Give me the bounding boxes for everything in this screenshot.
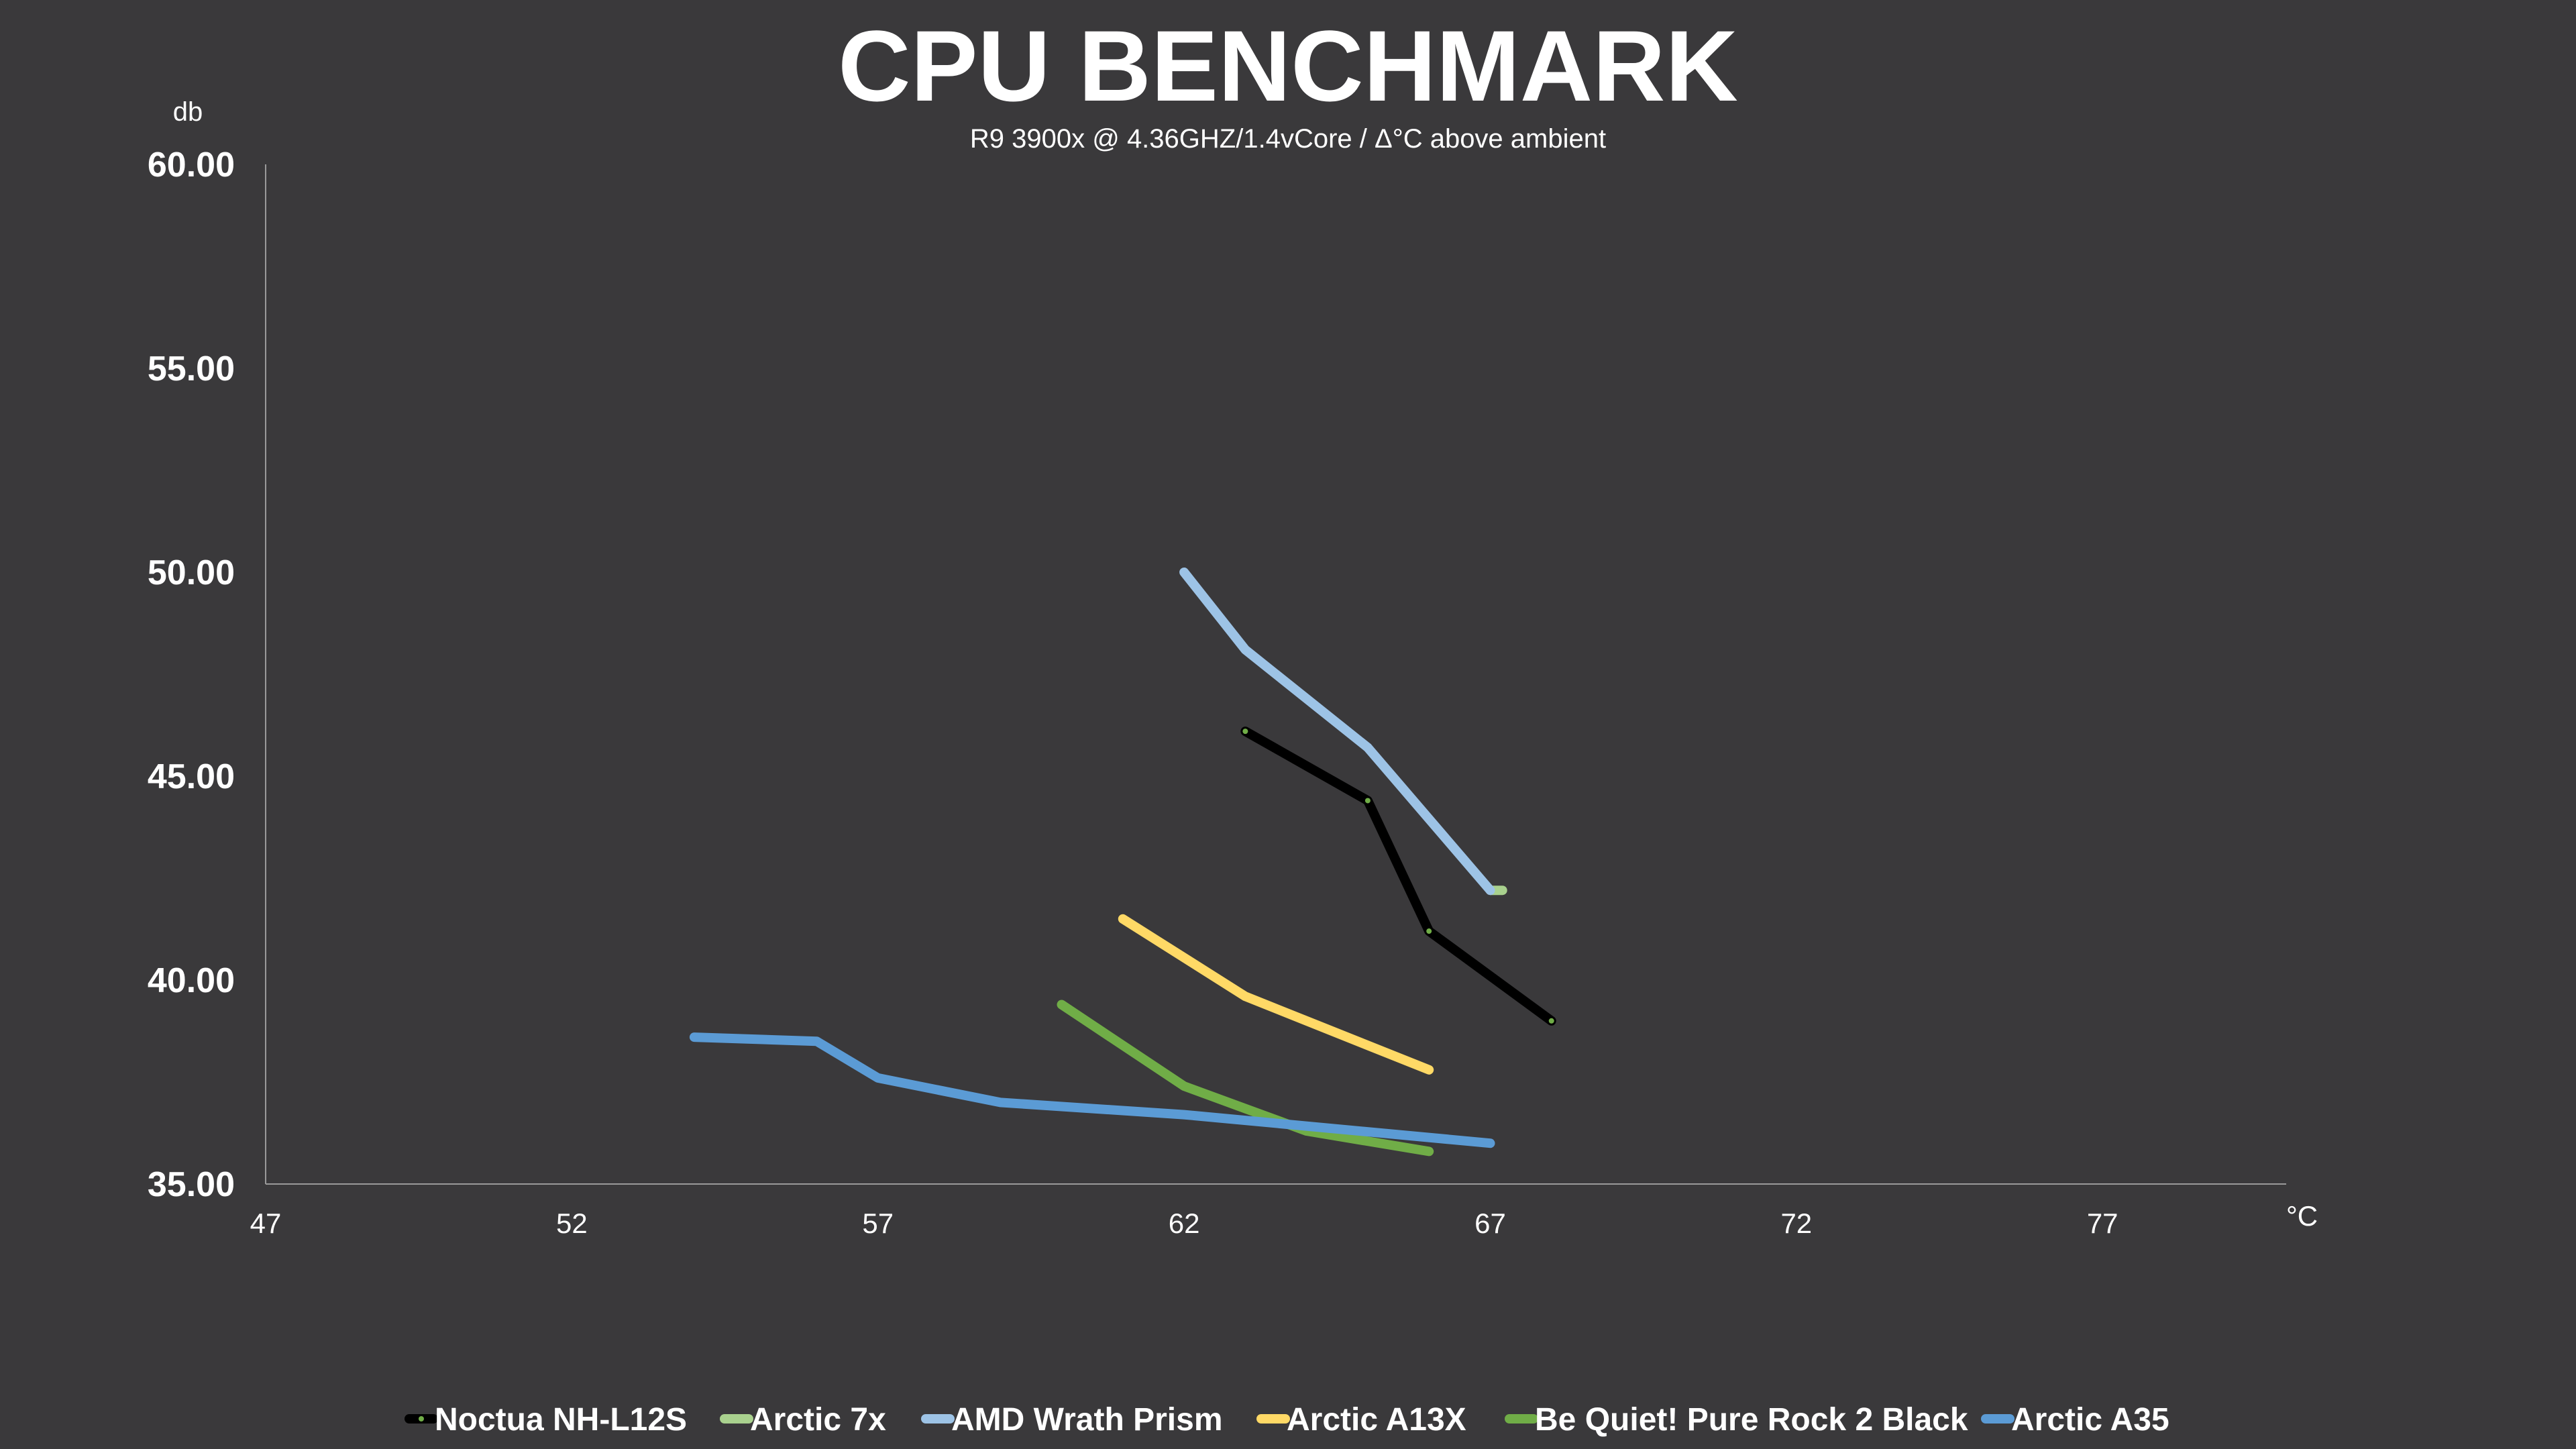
legend-label: Arctic A35 <box>2011 1402 2169 1438</box>
series-line-3 <box>1118 914 1434 1075</box>
data-point <box>1548 1018 1554 1024</box>
x-tick-label: 47 <box>250 1208 282 1239</box>
x-tick-label: 72 <box>1780 1208 1812 1239</box>
x-tick-label: 77 <box>2087 1208 2118 1239</box>
series-group <box>689 568 1556 1157</box>
x-ticks: 47 52 57 62 67 72 77 <box>250 1208 2118 1239</box>
legend-label: Arctic A13X <box>1287 1402 1466 1438</box>
legend-marker <box>419 1416 424 1421</box>
x-axis-label: °C <box>2286 1200 2318 1232</box>
y-tick-label: 45.00 <box>148 757 235 796</box>
legend-label: AMD Wrath Prism <box>951 1402 1223 1438</box>
data-point <box>1364 798 1371 804</box>
series-line-0 <box>1240 727 1556 1026</box>
series-line-5 <box>689 1032 1495 1148</box>
series-line-2 <box>1179 568 1495 896</box>
chart-title: CPU BENCHMARK <box>838 9 1738 122</box>
series-line-4 <box>1057 1000 1434 1157</box>
y-tick-label: 50.00 <box>148 553 235 592</box>
y-ticks: 60.00 55.00 50.00 45.00 40.00 35.00 <box>148 146 235 1204</box>
legend: Noctua NH-L12S Arctic 7x AMD Wrath Prism Ar… <box>405 1402 2169 1438</box>
x-tick-label: 67 <box>1474 1208 1506 1239</box>
legend-label: Be Quiet! Pure Rock 2 Black <box>1535 1402 1968 1438</box>
y-tick-label: 35.00 <box>148 1165 235 1204</box>
y-tick-label: 60.00 <box>148 146 235 184</box>
legend-label: Arctic 7x <box>750 1402 886 1438</box>
legend-label: Noctua NH-L12S <box>435 1402 687 1438</box>
y-tick-label: 55.00 <box>148 350 235 388</box>
x-tick-label: 57 <box>862 1208 894 1239</box>
y-axis-label: db <box>173 97 203 127</box>
x-tick-label: 52 <box>556 1208 588 1239</box>
data-point <box>1426 928 1432 934</box>
data-point <box>1242 729 1248 735</box>
chart-subtitle: R9 3900x @ 4.36GHZ/1.4vCore / Δ°C above … <box>970 124 1606 154</box>
x-tick-label: 62 <box>1169 1208 1200 1239</box>
y-tick-label: 40.00 <box>148 961 235 1000</box>
